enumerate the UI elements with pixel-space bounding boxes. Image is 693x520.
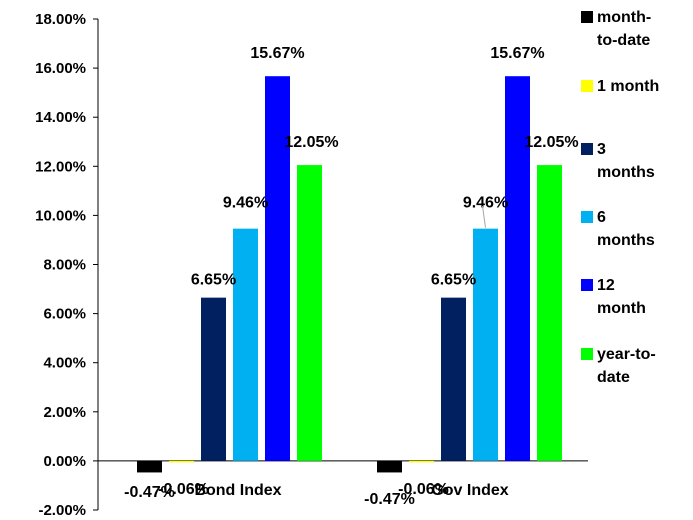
legend-swatch (581, 279, 593, 291)
legend-swatch (581, 80, 593, 92)
legend-label-line: month- (597, 9, 651, 26)
bar (233, 228, 258, 461)
bar (377, 460, 402, 473)
legend-label-line: year-to- (597, 346, 656, 363)
bar (505, 76, 530, 461)
legend-swatch (581, 143, 593, 155)
y-tick-label: 6.00% (43, 306, 86, 323)
y-tick-label: 4.00% (43, 355, 86, 372)
data-label: 9.46% (463, 195, 508, 212)
legend-label: month-to-date (597, 9, 651, 49)
legend-label: year-to-date (597, 346, 656, 386)
legend-label: 3 months (597, 141, 655, 181)
y-tick-label: -2.00% (38, 502, 86, 519)
y-tick-label: 12.00% (35, 158, 86, 175)
legend-swatch (581, 348, 593, 360)
legend-label: 12 month (597, 277, 646, 317)
category-label: Gov Index (431, 482, 508, 499)
legend-label-line: months (597, 164, 655, 181)
data-labels: -0.47%-0.06%6.65%9.46%15.67%12.05%-0.47%… (124, 45, 578, 508)
y-tick-label: 0.00% (43, 453, 86, 470)
y-tick-label: 16.00% (35, 60, 86, 77)
legend: month-to-date 1 month 3 months 6 months 12 mont… (581, 9, 659, 386)
y-tick-label: 18.00% (35, 11, 86, 28)
data-label: 9.46% (223, 195, 268, 212)
bar (473, 228, 498, 461)
bar (409, 460, 434, 463)
data-label: -0.47% (124, 484, 175, 501)
y-tick-label: 8.00% (43, 257, 86, 274)
legend-label-line: 12 (597, 277, 615, 294)
legend-label-line: month (597, 300, 646, 317)
legend-label-line: 1 month (597, 78, 659, 95)
bar (201, 297, 226, 461)
legend-label: 1 month (597, 78, 659, 95)
legend-swatch (581, 211, 593, 223)
bar (441, 297, 466, 461)
data-label: 6.65% (191, 272, 236, 289)
data-label: -0.06% (158, 481, 209, 498)
data-label: 15.67% (490, 45, 544, 62)
legend-label-line: 3 (597, 141, 606, 158)
y-tick-label: 14.00% (35, 109, 86, 126)
category-labels: Bond Index Gov Index (194, 482, 508, 499)
bar (169, 460, 194, 463)
y-axis: -2.00% 0.00% 2.00% 4.00% 6.00% 8.00% 10.00% 12.… (35, 11, 588, 519)
y-tick-label: 2.00% (43, 404, 86, 421)
leader-line (482, 205, 486, 228)
legend-swatch (581, 11, 593, 23)
bar (537, 165, 562, 461)
bar (297, 165, 322, 461)
data-label: 12.05% (524, 134, 578, 151)
data-label: -0.06% (398, 481, 449, 498)
data-label: 15.67% (250, 45, 304, 62)
category-label: Bond Index (194, 482, 281, 499)
legend-label-line: date (597, 369, 630, 386)
legend-label-line: months (597, 232, 655, 249)
bars (137, 76, 562, 473)
legend-label-line: to-date (597, 32, 650, 49)
legend-label-line: 6 (597, 209, 606, 226)
data-label: 6.65% (431, 272, 476, 289)
data-label: -0.47% (364, 491, 415, 508)
y-tick-label: 10.00% (35, 207, 86, 224)
bar (265, 76, 290, 461)
data-label: 12.05% (284, 134, 338, 151)
bar (137, 460, 162, 473)
legend-label: 6 months (597, 209, 655, 249)
